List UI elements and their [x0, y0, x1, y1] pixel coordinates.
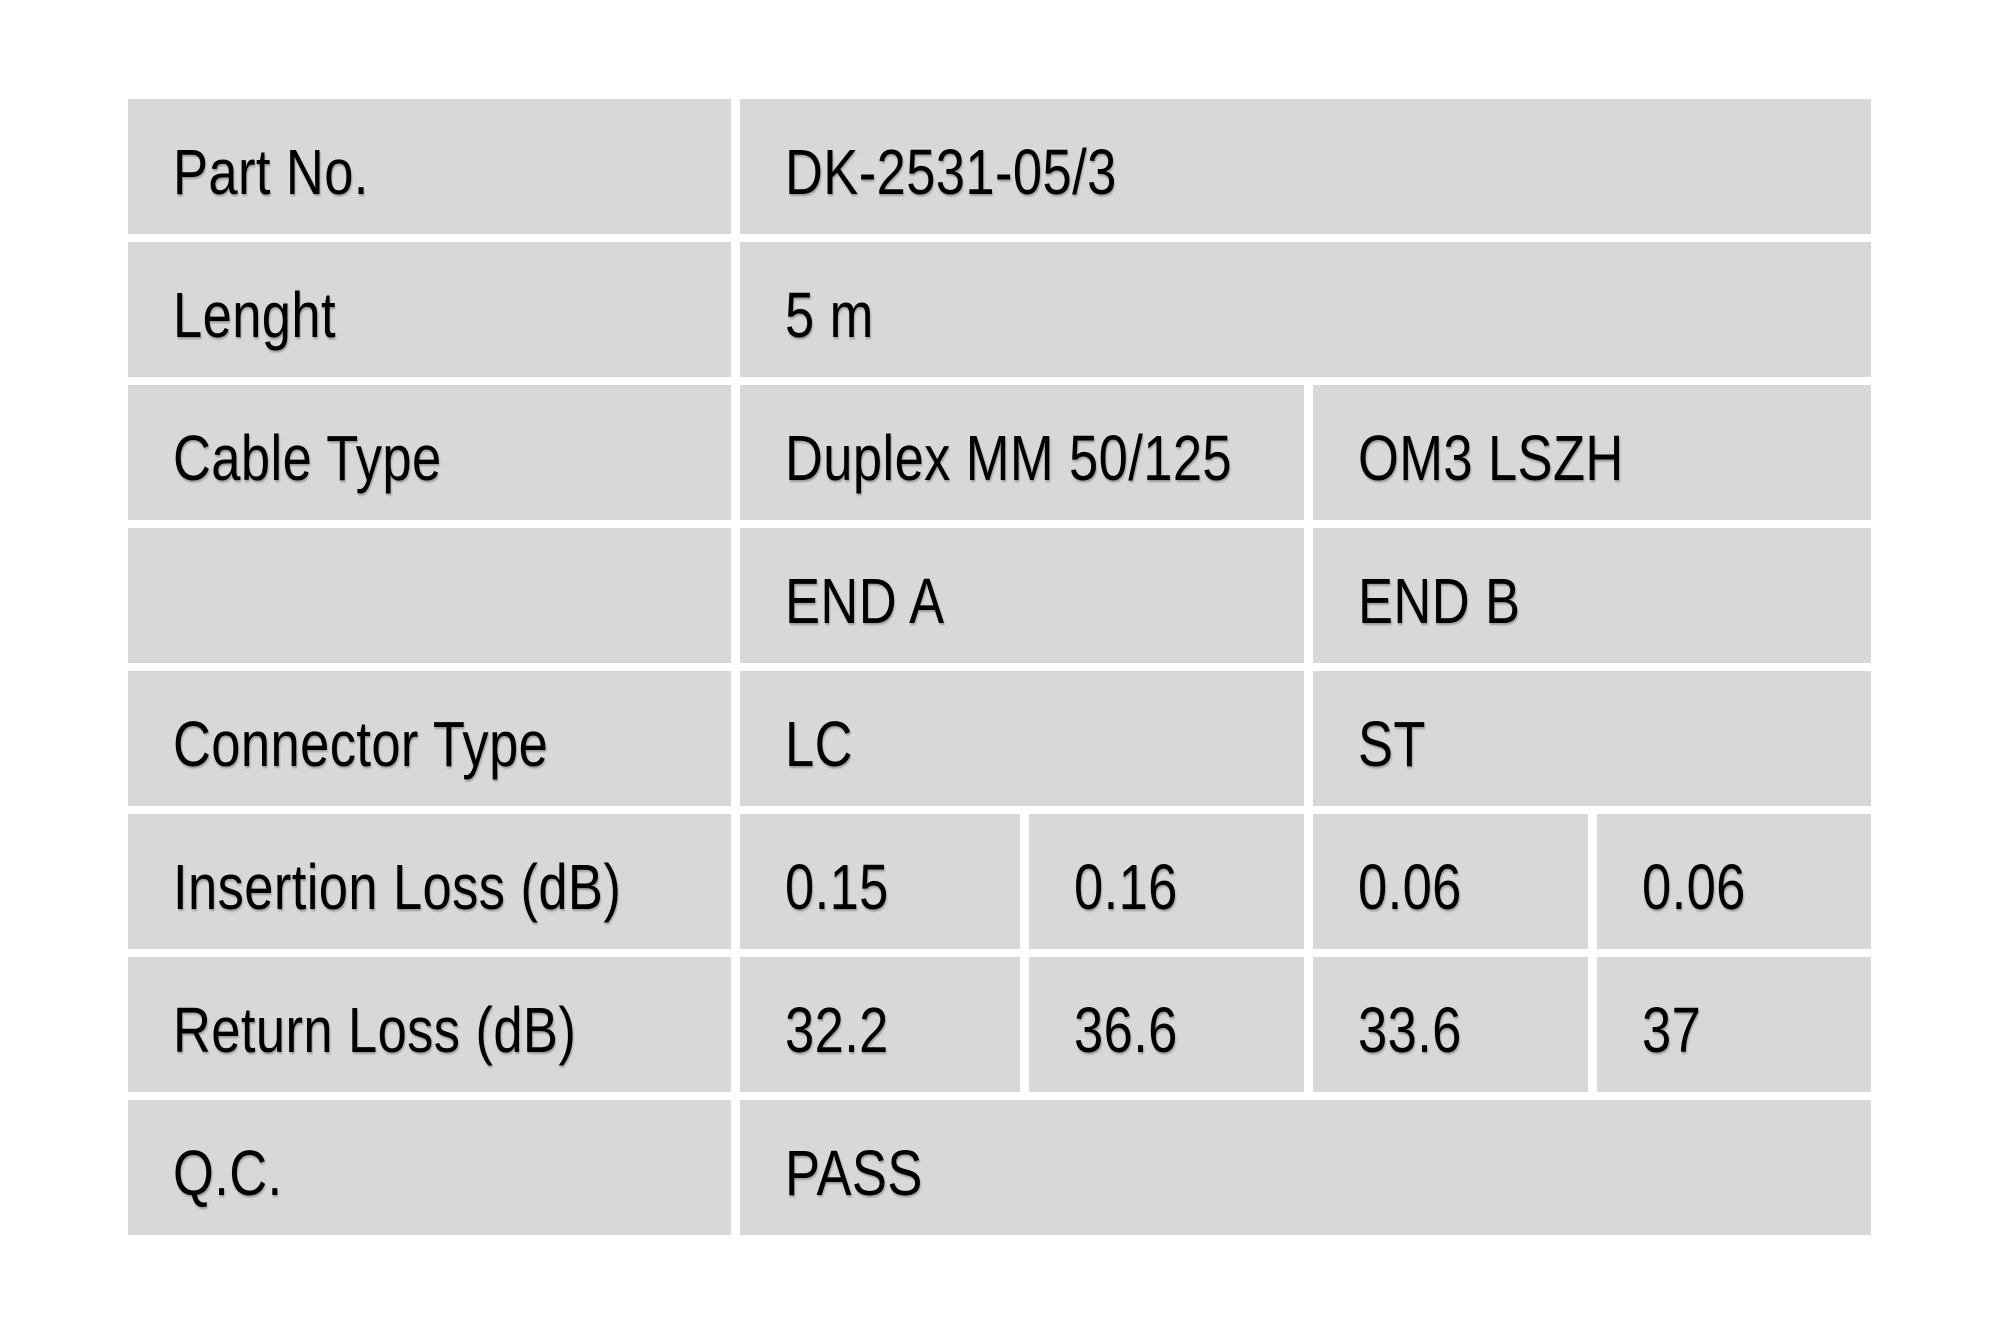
row-label-text: Cable Type: [173, 421, 442, 494]
value-text: END A: [785, 564, 945, 637]
value-cell: END A: [740, 528, 1304, 663]
value-cell: 33.6: [1313, 957, 1588, 1092]
row-label-text: Part No.: [173, 135, 369, 208]
value-cell: PASS: [740, 1100, 1871, 1235]
row-label-cell: Cable Type: [128, 385, 731, 520]
value-text: OM3 LSZH: [1358, 421, 1624, 494]
value-text: 0.06: [1642, 850, 1746, 923]
value-text: 5 m: [785, 278, 874, 351]
row-label-cell: [128, 528, 731, 663]
value-cell: Duplex MM 50/125: [740, 385, 1304, 520]
row-label-cell: Return Loss (dB): [128, 957, 731, 1092]
value-cell: OM3 LSZH: [1313, 385, 1871, 520]
value-text: END B: [1358, 564, 1521, 637]
value-cell: 37: [1597, 957, 1871, 1092]
value-cell: 5 m: [740, 242, 1871, 377]
value-text: 33.6: [1358, 993, 1462, 1066]
row-label-text: Connector Type: [173, 707, 549, 780]
row-label-text: Return Loss (dB): [173, 993, 577, 1066]
value-text: PASS: [785, 1136, 923, 1209]
value-text: ST: [1358, 707, 1426, 780]
value-cell: LC: [740, 671, 1304, 806]
value-cell: 0.06: [1313, 814, 1588, 949]
value-text: Duplex MM 50/125: [785, 421, 1233, 494]
value-text: LC: [785, 707, 853, 780]
value-text: 0.15: [785, 850, 889, 923]
row-label-cell: Part No.: [128, 99, 731, 234]
value-cell: 36.6: [1029, 957, 1304, 1092]
row-label-text: Q.C.: [173, 1136, 283, 1209]
row-label-text: Lenght: [173, 278, 336, 351]
value-cell: 0.06: [1597, 814, 1871, 949]
row-label-cell: Connector Type: [128, 671, 731, 806]
row-label-cell: Insertion Loss (dB): [128, 814, 731, 949]
row-label-cell: Lenght: [128, 242, 731, 377]
value-cell: 0.15: [740, 814, 1020, 949]
spec-table: Part No. DK-2531-05/3 Lenght 5 m Cable Type D…: [128, 99, 1871, 1235]
value-text: 36.6: [1074, 993, 1178, 1066]
value-text: 0.16: [1074, 850, 1178, 923]
value-cell: ST: [1313, 671, 1871, 806]
value-cell: 32.2: [740, 957, 1020, 1092]
value-text: DK-2531-05/3: [785, 135, 1117, 208]
value-cell: DK-2531-05/3: [740, 99, 1871, 234]
value-cell: END B: [1313, 528, 1871, 663]
value-text: 0.06: [1358, 850, 1462, 923]
row-label-text: Insertion Loss (dB): [173, 850, 622, 923]
row-label-cell: Q.C.: [128, 1100, 731, 1235]
value-text: 37: [1642, 993, 1702, 1066]
value-text: 32.2: [785, 993, 889, 1066]
value-cell: 0.16: [1029, 814, 1304, 949]
